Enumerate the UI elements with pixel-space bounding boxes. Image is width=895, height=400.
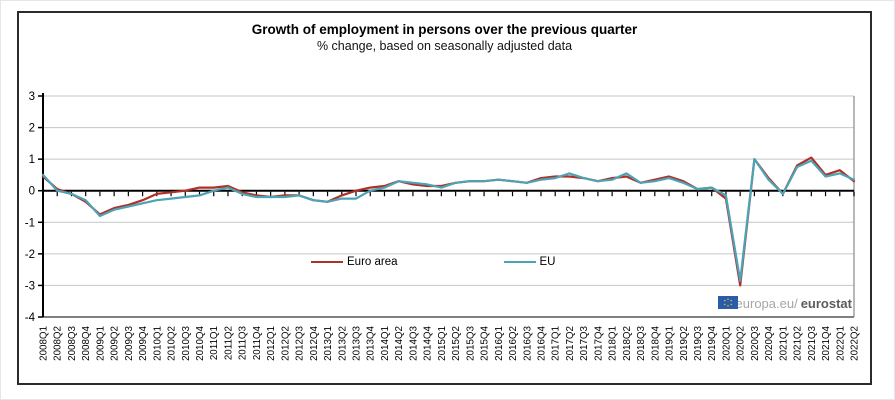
svg-text:2022Q2: 2022Q2: [850, 326, 861, 361]
svg-text:2015Q1: 2015Q1: [437, 326, 448, 361]
svg-text:2011Q2: 2011Q2: [223, 326, 234, 360]
legend-label-eu: EU: [539, 256, 556, 268]
svg-text:2018Q1: 2018Q1: [608, 326, 619, 361]
svg-text:2017Q3: 2017Q3: [579, 325, 590, 360]
svg-text:2011Q4: 2011Q4: [252, 325, 263, 360]
chart-title: Growth of employment in persons over the…: [251, 22, 638, 37]
eu-flag-icon: [718, 296, 739, 309]
svg-text:2020Q4: 2020Q4: [764, 325, 775, 360]
svg-text:2013Q2: 2013Q2: [337, 326, 348, 361]
svg-text:-3: -3: [25, 280, 35, 292]
svg-text:2009Q4: 2009Q4: [138, 325, 149, 360]
legend-label-euro-area: Euro area: [347, 256, 398, 268]
svg-text:2014Q4: 2014Q4: [423, 325, 434, 360]
eu-line-swatch-icon: [503, 260, 536, 264]
svg-text:2009Q1: 2009Q1: [95, 326, 106, 361]
svg-text:2020Q2: 2020Q2: [736, 326, 747, 361]
svg-text:2014Q2: 2014Q2: [394, 326, 405, 361]
svg-text:2012Q3: 2012Q3: [295, 325, 306, 360]
svg-text:2020Q3: 2020Q3: [750, 325, 761, 360]
svg-text:2: 2: [29, 123, 35, 135]
svg-text:3: 3: [29, 91, 35, 103]
svg-text:2021Q4: 2021Q4: [821, 325, 832, 360]
svg-text:2015Q4: 2015Q4: [480, 325, 491, 360]
svg-text:1: 1: [29, 154, 35, 166]
svg-text:2010Q2: 2010Q2: [167, 326, 178, 361]
euro-area-line-swatch-icon: [311, 260, 343, 264]
svg-text:2015Q2: 2015Q2: [451, 326, 462, 361]
svg-text:2015Q3: 2015Q3: [465, 325, 476, 360]
svg-text:2019Q2: 2019Q2: [679, 326, 690, 361]
watermark-eurostat: eurostat: [800, 296, 852, 311]
svg-text:2014Q1: 2014Q1: [380, 326, 391, 361]
svg-text:2009Q3: 2009Q3: [124, 325, 135, 360]
svg-text:2012Q1: 2012Q1: [266, 326, 277, 361]
legend-item-eu: EU: [503, 256, 556, 268]
svg-text:2008Q4: 2008Q4: [81, 325, 92, 360]
svg-text:2020Q1: 2020Q1: [721, 326, 732, 361]
svg-text:2009Q2: 2009Q2: [110, 326, 121, 361]
legend-item-euro-area: Euro area: [311, 256, 398, 268]
svg-text:2008Q3: 2008Q3: [67, 325, 78, 360]
svg-text:2018Q4: 2018Q4: [650, 325, 661, 360]
svg-text:0: 0: [29, 186, 35, 198]
svg-text:2016Q2: 2016Q2: [508, 326, 519, 361]
svg-text:2008Q2: 2008Q2: [53, 326, 64, 361]
svg-text:2012Q2: 2012Q2: [280, 326, 291, 361]
svg-text:2010Q3: 2010Q3: [181, 325, 192, 360]
chart-frame: Growth of employment in persons over the…: [17, 11, 872, 385]
svg-text:2019Q4: 2019Q4: [707, 325, 718, 360]
svg-text:2021Q1: 2021Q1: [778, 326, 789, 361]
svg-text:2021Q3: 2021Q3: [807, 325, 818, 360]
svg-text:2018Q3: 2018Q3: [636, 325, 647, 360]
svg-text:2008Q1: 2008Q1: [39, 326, 50, 361]
svg-text:2017Q1: 2017Q1: [551, 326, 562, 361]
svg-text:2018Q2: 2018Q2: [622, 326, 633, 361]
svg-text:2017Q4: 2017Q4: [593, 325, 604, 360]
svg-text:2019Q1: 2019Q1: [665, 326, 676, 361]
svg-text:2012Q4: 2012Q4: [309, 325, 320, 360]
chart-subtitle: % change, based on seasonally adjusted d…: [316, 39, 573, 53]
svg-text:2016Q3: 2016Q3: [522, 325, 533, 360]
svg-text:2021Q2: 2021Q2: [793, 326, 804, 361]
eurostat-watermark: ec.europa.eu/eurostat: [718, 296, 852, 311]
svg-text:2016Q4: 2016Q4: [536, 325, 547, 360]
svg-text:2011Q3: 2011Q3: [238, 325, 249, 360]
svg-text:2010Q1: 2010Q1: [152, 326, 163, 361]
legend: Euro area EU: [311, 256, 556, 268]
svg-text:2014Q3: 2014Q3: [408, 325, 419, 360]
svg-text:2011Q1: 2011Q1: [209, 326, 220, 360]
svg-text:2016Q1: 2016Q1: [494, 326, 505, 361]
svg-text:-1: -1: [25, 217, 35, 229]
svg-text:2013Q1: 2013Q1: [323, 326, 334, 361]
svg-text:2019Q3: 2019Q3: [693, 325, 704, 360]
svg-text:2017Q2: 2017Q2: [565, 326, 576, 361]
svg-text:2013Q3: 2013Q3: [352, 325, 363, 360]
svg-text:2010Q4: 2010Q4: [195, 325, 206, 360]
svg-text:-4: -4: [25, 312, 36, 324]
svg-text:2022Q1: 2022Q1: [835, 326, 846, 361]
svg-text:2013Q4: 2013Q4: [366, 325, 377, 360]
svg-text:-2: -2: [25, 249, 35, 261]
